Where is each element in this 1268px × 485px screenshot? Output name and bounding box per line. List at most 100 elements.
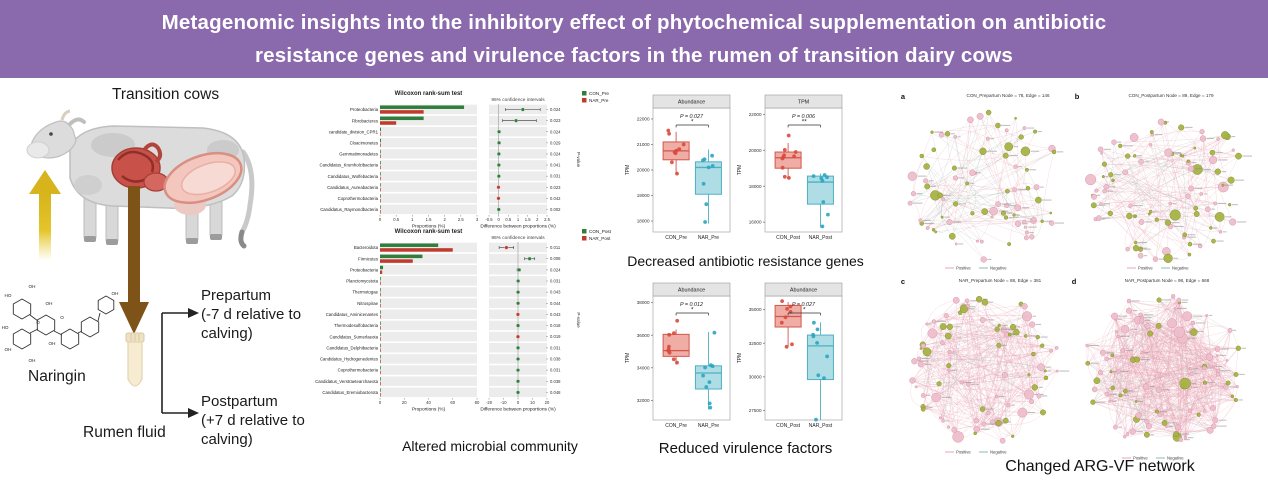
negative-edge xyxy=(1134,155,1218,172)
node-label-mark xyxy=(1111,400,1117,402)
row-band xyxy=(489,193,547,203)
p-value: 0.019 xyxy=(550,334,561,339)
arg-node xyxy=(1155,322,1162,329)
bracket-arrow-prepartum xyxy=(188,308,199,318)
legend-label: NAR_Post xyxy=(589,236,611,241)
node-label-mark xyxy=(1208,314,1213,316)
positive-edge xyxy=(933,189,1015,230)
node-label-mark xyxy=(1120,335,1130,337)
arg-node xyxy=(936,381,942,387)
node-label-mark xyxy=(1107,190,1113,192)
bar-con xyxy=(380,265,384,270)
node-label-mark xyxy=(1187,234,1196,236)
bar-nar xyxy=(380,259,413,263)
node-label-mark xyxy=(924,363,932,365)
negative-edge xyxy=(1115,329,1126,428)
row-band xyxy=(380,171,477,181)
positive-edge xyxy=(935,195,984,260)
node-label-mark xyxy=(1192,386,1199,388)
legend-label: Positive xyxy=(956,450,971,455)
vf-node xyxy=(966,303,970,308)
arg-node xyxy=(1187,241,1193,247)
stamp-chart-prepartum: Wilcoxon rank-sum test 95% confidence int… xyxy=(319,91,609,230)
bar-con xyxy=(380,332,381,337)
panel-title: Abundance xyxy=(790,288,817,294)
positive-edge xyxy=(1138,414,1199,416)
node-label-mark xyxy=(1118,315,1128,317)
vf-node xyxy=(1085,174,1097,186)
node-label-mark xyxy=(1197,330,1203,332)
negative-edge xyxy=(1125,172,1185,238)
data-point xyxy=(816,373,821,378)
vf-node xyxy=(1188,165,1195,172)
box xyxy=(774,151,802,169)
y-axis-label: TPM xyxy=(737,165,743,176)
arg-node xyxy=(1132,245,1140,252)
tick-label: -0.5 xyxy=(485,217,493,222)
title-line-2: resistance genes and virulence factors i… xyxy=(255,44,1013,67)
arg-node xyxy=(1101,161,1107,167)
ci-dot xyxy=(496,163,501,167)
arg-node xyxy=(1020,146,1031,157)
positive-edge xyxy=(916,333,1008,387)
data-point xyxy=(677,147,682,151)
positive-edge xyxy=(972,213,1032,238)
data-point xyxy=(710,364,715,369)
node-label-mark xyxy=(1000,328,1010,330)
vf-node xyxy=(1054,346,1059,350)
node-label-mark xyxy=(1109,186,1116,188)
taxon-label: Thermotogae xyxy=(352,290,378,295)
data-point xyxy=(703,220,707,224)
data-point xyxy=(825,175,829,180)
tick-label: 0 xyxy=(379,217,382,222)
vf-node xyxy=(938,416,942,420)
data-point xyxy=(675,171,679,176)
tick-label: 80 xyxy=(475,400,480,405)
legend-label: NAR_Pre xyxy=(589,98,609,103)
rumen-stomach-organ xyxy=(111,142,169,192)
positive-edge xyxy=(1158,325,1238,387)
vf-node xyxy=(1120,325,1130,334)
positive-edge xyxy=(935,333,1008,398)
bar-con xyxy=(380,205,381,209)
node-label-mark xyxy=(1012,333,1016,335)
row-band xyxy=(380,354,477,364)
positive-edge xyxy=(1138,385,1184,416)
taxon-label: Coprothermobacteria xyxy=(338,196,379,201)
p-value: 0.044 xyxy=(550,301,561,306)
node-label-mark xyxy=(1132,310,1138,312)
vf-node xyxy=(1001,372,1008,379)
positive-edge xyxy=(933,151,1026,230)
node-label-mark xyxy=(1125,349,1133,351)
positive-edge xyxy=(1174,300,1184,387)
node-label-mark xyxy=(958,177,965,179)
bar-nar xyxy=(380,370,381,375)
row-band xyxy=(380,253,477,264)
arg-node xyxy=(1090,202,1097,209)
positive-edge xyxy=(1133,359,1214,427)
node-label-mark xyxy=(1002,344,1007,346)
molecule-bond xyxy=(53,330,63,336)
facet-strip xyxy=(652,94,731,109)
positive-edge xyxy=(1134,203,1216,217)
bar-nar xyxy=(380,348,381,352)
positive-edge xyxy=(1135,138,1219,249)
node-label-mark xyxy=(1144,319,1150,321)
caption-vf: Reduced virulence factors xyxy=(658,440,833,457)
negative-edge xyxy=(972,136,1022,173)
data-point xyxy=(793,150,798,154)
bar-nar xyxy=(380,393,381,397)
cow-ear xyxy=(68,117,86,126)
vf-node xyxy=(917,361,924,368)
network-title: NAR_Postpartum Node = 98, Edge = 668 xyxy=(1125,278,1210,283)
vf-node xyxy=(1138,158,1144,165)
positive-edge xyxy=(996,304,1022,397)
row-band xyxy=(489,204,547,215)
positive-edge xyxy=(1178,300,1228,361)
taxon-label: Candidatus_Raymondbacteria xyxy=(320,207,378,212)
bar-nar xyxy=(380,110,424,114)
positive-edge xyxy=(941,125,998,135)
vf-node xyxy=(952,296,960,304)
row-band xyxy=(380,149,477,159)
negative-edge xyxy=(925,119,971,181)
